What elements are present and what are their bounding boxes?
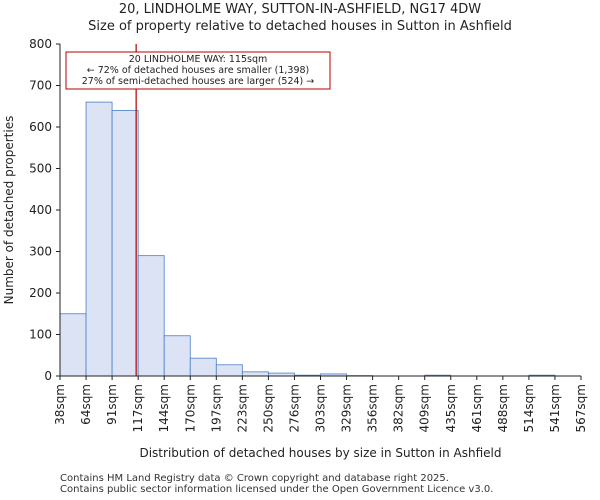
x-tick-label: 91sqm	[105, 384, 119, 425]
y-axis-label: Number of detached properties	[2, 116, 16, 305]
x-tick-label: 382sqm	[392, 384, 406, 432]
y-tick-label: 200	[29, 286, 52, 300]
x-tick-label: 329sqm	[340, 384, 354, 432]
x-tick-label: 117sqm	[131, 384, 145, 432]
x-tick-label: 461sqm	[470, 384, 484, 432]
footer-copyright: Contains HM Land Registry data © Crown c…	[60, 473, 449, 484]
y-tick-label: 100	[29, 328, 52, 342]
annotation-line-2: ← 72% of detached houses are smaller (1,…	[87, 65, 310, 76]
bar-64sqm	[85, 101, 113, 377]
bar-170sqm	[189, 357, 217, 377]
y-tick-label: 700	[29, 79, 52, 93]
footer-licence: Contains public sector information licen…	[60, 484, 494, 495]
y-tick-label: 600	[29, 120, 52, 134]
x-axis-label: Distribution of detached houses by size …	[139, 446, 501, 460]
bar-38sqm	[59, 313, 87, 377]
x-tick-label: 567sqm	[574, 384, 588, 432]
chart-subtitle: Size of property relative to detached ho…	[88, 19, 512, 34]
x-tick-label: 38sqm	[53, 384, 67, 425]
annotation-line-1: 20 LINDHOLME WAY: 115sqm	[129, 54, 268, 65]
x-tick-label: 514sqm	[522, 384, 536, 432]
x-tick-label: 144sqm	[157, 384, 171, 432]
y-tick-label: 0	[44, 369, 52, 383]
x-tick-label: 488sqm	[496, 384, 510, 432]
x-tick-label: 356sqm	[366, 384, 380, 432]
x-tick-label: 197sqm	[209, 384, 223, 432]
x-tick-label: 303sqm	[314, 384, 328, 432]
y-tick-label: 300	[29, 245, 52, 259]
bar-117sqm	[137, 255, 165, 377]
bar-144sqm	[163, 335, 191, 377]
y-tick-label: 800	[29, 37, 52, 51]
x-tick-label: 541sqm	[548, 384, 562, 432]
annotation-box	[65, 51, 331, 90]
annotation-line-3: 27% of semi-detached houses are larger (…	[82, 76, 315, 87]
y-tick-label: 400	[29, 203, 52, 217]
y-tick-label: 500	[29, 162, 52, 176]
chart-title: 20, LINDHOLME WAY, SUTTON-IN-ASHFIELD, N…	[118, 2, 482, 17]
x-axis-ticks: 38sqm 64sqm 91sqm 117sqm 144sqm 170sqm 197sqm 2…	[53, 376, 588, 432]
bar-223sqm	[241, 371, 269, 377]
x-tick-label: 276sqm	[287, 384, 301, 432]
x-tick-label: 170sqm	[183, 384, 197, 432]
x-tick-label: 435sqm	[444, 384, 458, 432]
x-tick-label: 223sqm	[235, 384, 249, 432]
x-tick-label: 409sqm	[418, 384, 432, 432]
bars-group	[59, 101, 556, 377]
y-axis-ticks: 0 100 200 300 400 500 600 700 800	[29, 37, 60, 383]
x-tick-label: 250sqm	[261, 384, 275, 432]
bar-197sqm	[215, 364, 243, 377]
bar-91sqm	[111, 110, 139, 377]
x-tick-label: 64sqm	[79, 384, 93, 425]
